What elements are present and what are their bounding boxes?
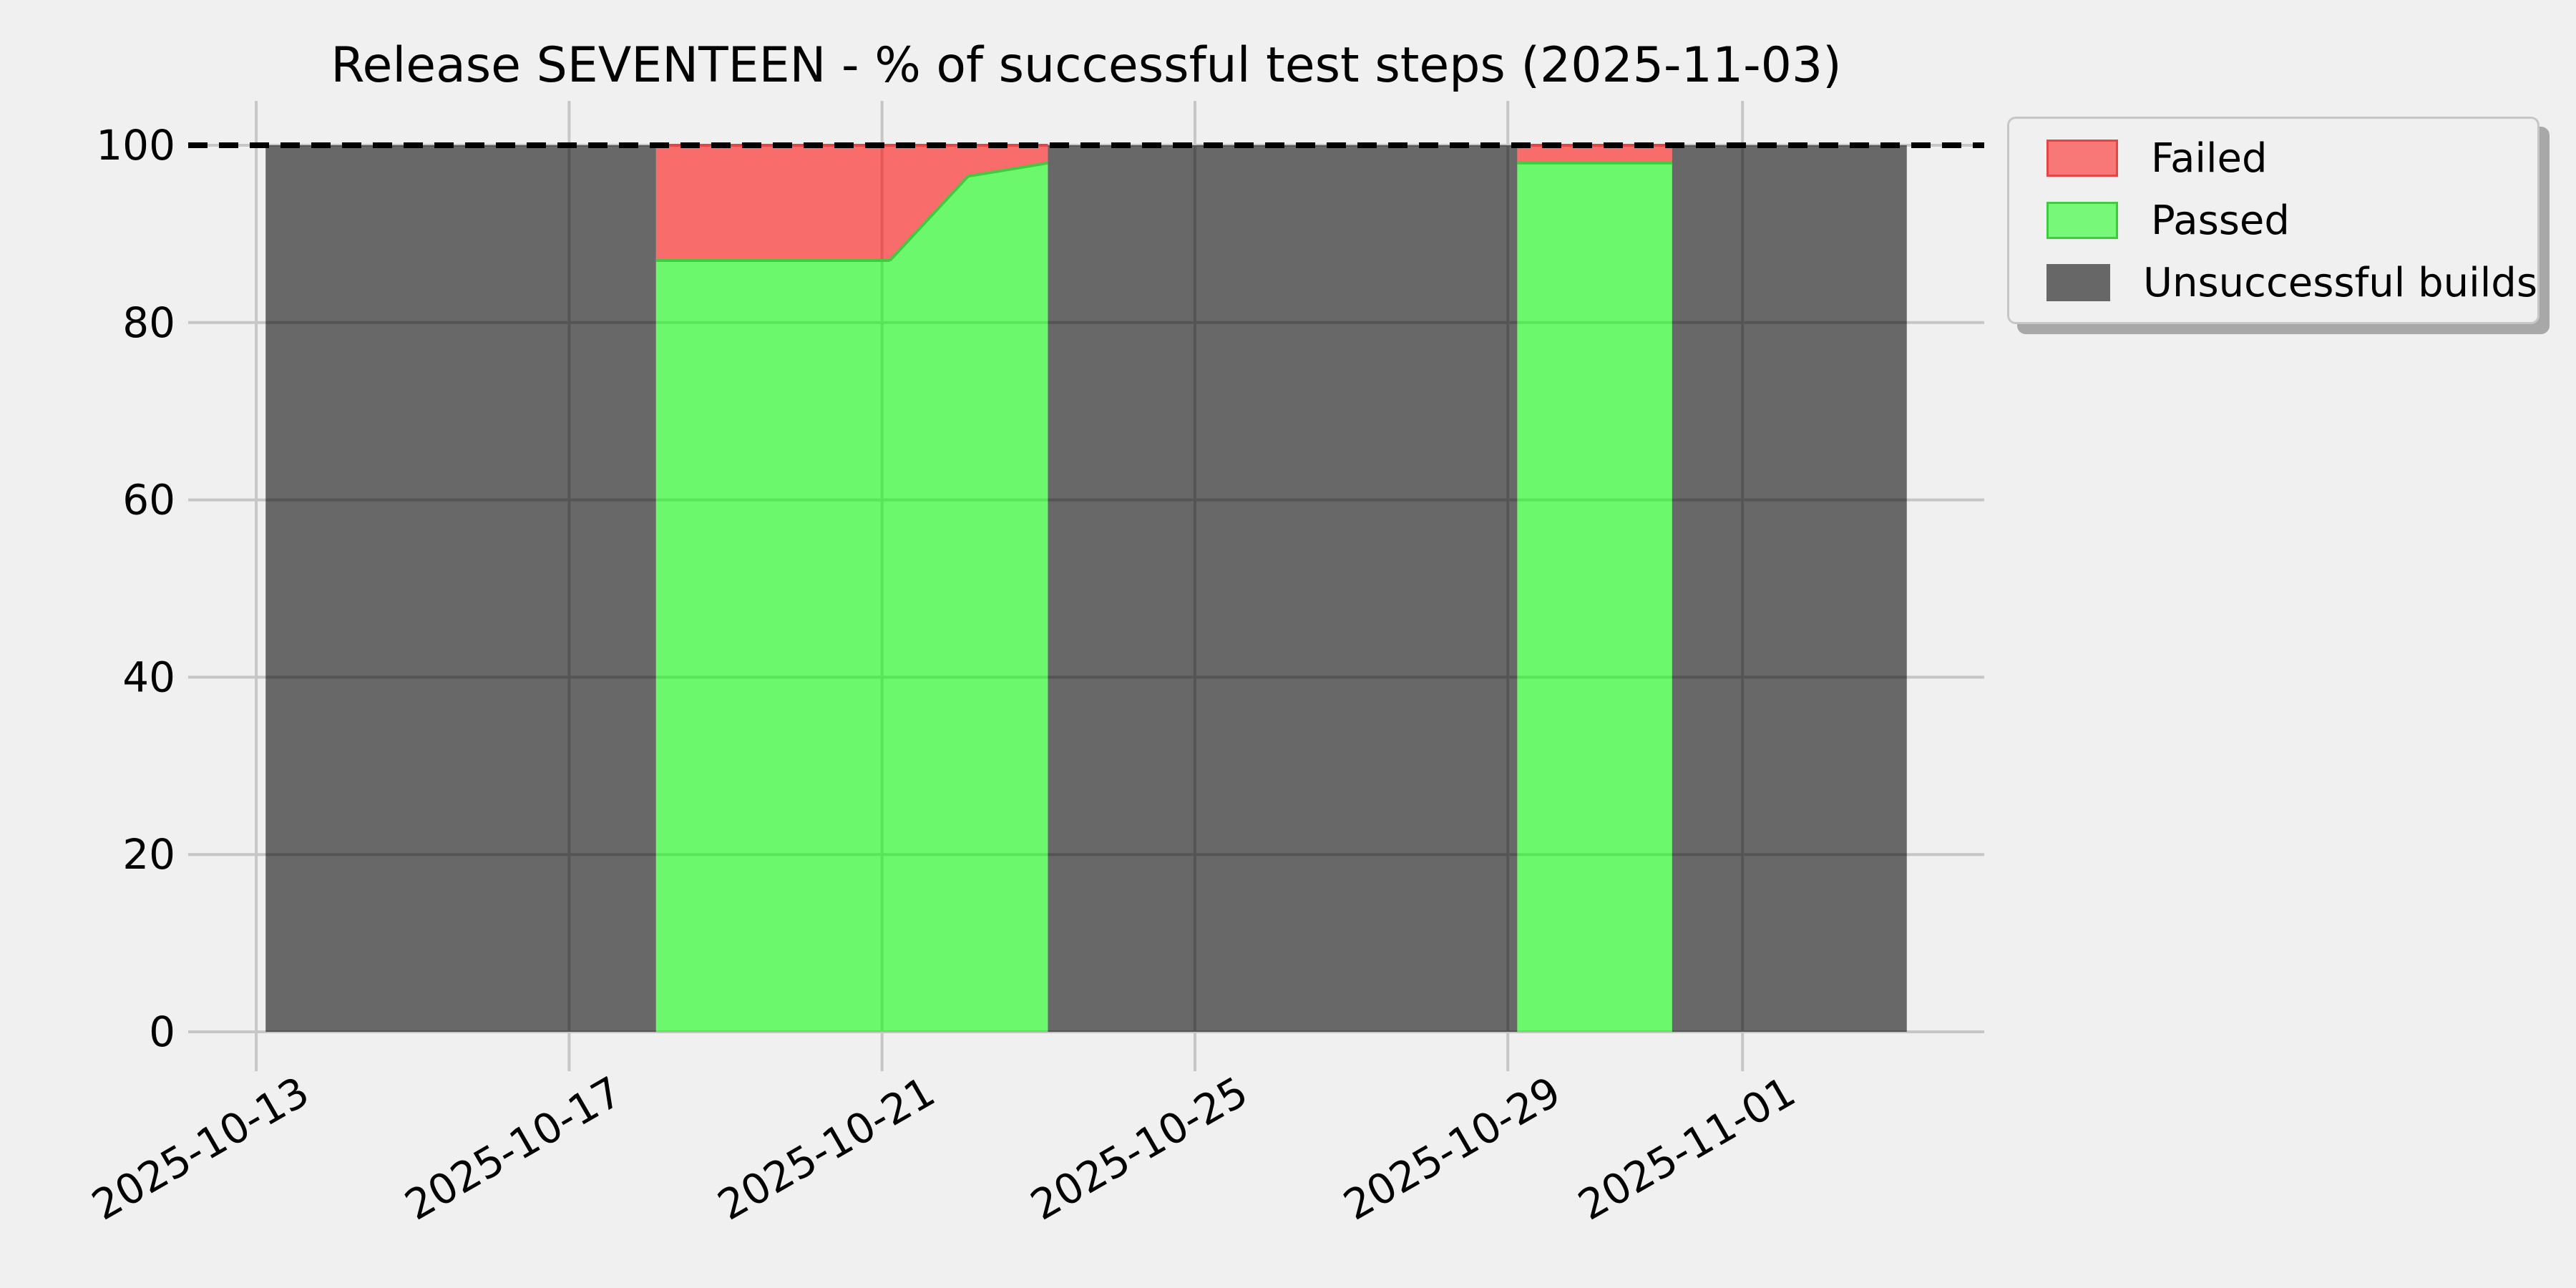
failed-swatch-icon <box>2046 140 2118 177</box>
y-tick-label: 0 <box>149 1008 175 1056</box>
chart-title: Release SEVENTEEN - % of successful test… <box>331 37 1842 94</box>
x-tick-label: 2025-11-01 <box>1570 1067 1803 1229</box>
unsuccessful-builds-swatch-icon <box>2046 264 2111 301</box>
y-tick-label: 60 <box>122 476 175 525</box>
y-tick-label: 80 <box>122 298 175 347</box>
passed-swatch-icon <box>2046 202 2118 239</box>
x-tick-label: 2025-10-21 <box>710 1067 943 1229</box>
legend-label-unsuccessful: Unsuccessful builds <box>2143 259 2537 306</box>
passed-edge <box>889 175 970 262</box>
passed-edge <box>967 161 1048 178</box>
unsuccessful-area <box>265 145 1907 1032</box>
x-tick-label: 2025-10-17 <box>396 1067 630 1229</box>
x-tick-label: 2025-10-13 <box>84 1067 317 1229</box>
legend-label-passed: Passed <box>2151 197 2290 244</box>
legend-row-passed: Passed <box>2046 197 2537 244</box>
x-tick-label: 2025-10-29 <box>1335 1067 1568 1229</box>
y-tick-label: 100 <box>96 121 175 170</box>
legend-row-failed: Failed <box>2046 135 2537 182</box>
legend: Failed Passed Unsuccessful builds <box>2007 117 2540 324</box>
y-tick-label: 20 <box>122 830 175 879</box>
y-tick-label: 40 <box>122 653 175 701</box>
legend-row-unsuccessful: Unsuccessful builds <box>2046 260 2537 306</box>
x-tick-label: 2025-10-25 <box>1023 1067 1256 1229</box>
legend-label-failed: Failed <box>2151 135 2268 182</box>
passed-area <box>265 162 1907 1032</box>
